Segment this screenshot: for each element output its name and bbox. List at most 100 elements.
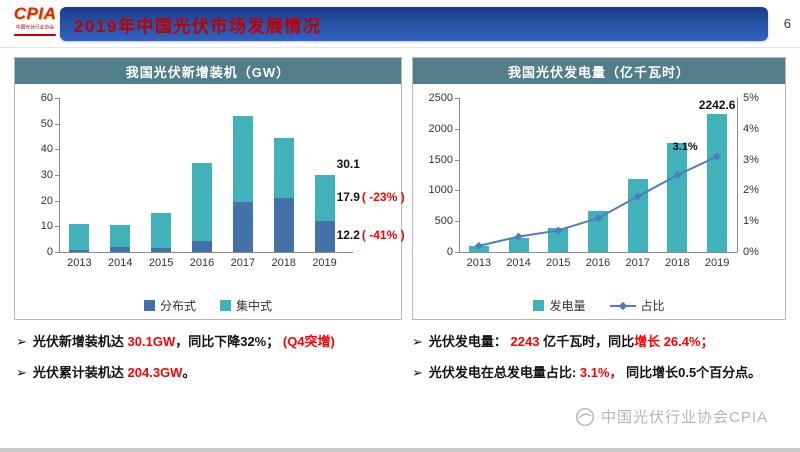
title-bar: 2019年中国光伏市场发展情况 <box>60 7 768 41</box>
distributed-annotation: 12.2( -41% ) <box>337 228 405 242</box>
bullet-cumulative: ➢ 光伏累计装机达 204.3GW。 <box>16 364 410 382</box>
generation-chart: 0 500 1000 1500 2000 2500 0% 1% 2% 3% 4% 5% 2013 2014… <box>413 84 785 289</box>
stacked-bar-segment <box>192 241 212 252</box>
left-tick-mark <box>455 252 459 253</box>
y-tick-label: 50 <box>40 117 53 130</box>
y-tick-mark <box>55 123 59 125</box>
bullet-text: 光伏累计装机达 <box>32 365 128 381</box>
right-chart-legend: 发电量 占比 <box>413 297 785 314</box>
generation-bar <box>548 227 569 252</box>
bullet-marker: ➢ <box>16 365 27 381</box>
left-tick-label: 1000 <box>428 184 453 197</box>
y-tick-mark <box>55 226 59 228</box>
left-tick-label: 0 <box>446 246 453 258</box>
generation-bar <box>627 179 648 252</box>
y-tick-mark <box>55 200 59 202</box>
x-tick-label: 2015 <box>148 257 174 269</box>
bullet-text: 。 <box>182 365 196 381</box>
legend-label: 占比 <box>640 299 665 313</box>
bullet-marker: ➢ <box>412 365 423 381</box>
right-axis-line <box>737 98 738 252</box>
stacked-bar-segment <box>69 249 90 252</box>
cpia-logo-underline <box>14 34 56 36</box>
annotation-value: 17.9 <box>336 189 360 204</box>
legend-item-distributed: 分布式 <box>143 297 196 314</box>
legend-label: 分布式 <box>159 299 196 313</box>
cpia-logo-subtitle: 中国光伏行业协会 <box>15 25 55 31</box>
y-tick-mark <box>55 252 59 253</box>
y-tick-label: 0 <box>46 246 53 258</box>
bullet-highlight: 2243 <box>510 334 544 349</box>
x-tick-label: 2015 <box>546 257 571 269</box>
bullet-share: ➢ 光伏发电在总发电量占比: 3.1%， 同比增长0.5个百分点。 <box>412 364 796 382</box>
bullet-highlight: 30.1GW <box>127 334 176 349</box>
bullet-highlight: 增长 26.4%； <box>634 334 714 349</box>
generation-bar <box>508 237 529 252</box>
stacked-bar-segment <box>192 163 212 242</box>
cpia-watermark-icon <box>575 407 594 426</box>
bullet-highlight: 204.3GW <box>127 365 183 381</box>
annotation-value: 12.2 <box>336 228 360 243</box>
y-axis-line <box>59 98 60 252</box>
legend-label: 发电量 <box>549 299 586 313</box>
y-tick-mark <box>55 149 59 151</box>
bullet-new-install: ➢ 光伏新增装机达 30.1GW，同比下降32%； (Q4突增) <box>16 333 410 351</box>
x-tick-label: 2017 <box>625 257 650 269</box>
right-bullet-list: ➢ 光伏发电量： 2243 亿千瓦时，同比增长 26.4%； ➢ 光伏发电在总发电量… <box>412 333 796 395</box>
legend-item-share: 占比 <box>609 297 665 314</box>
x-tick-label: 2018 <box>271 257 296 269</box>
bar-value-label: 2242.6 <box>698 97 736 112</box>
left-tick-label: 1500 <box>428 153 453 166</box>
line-value-label: 3.1% <box>672 140 698 153</box>
y-tick-label: 30 <box>40 169 53 181</box>
left-tick-mark <box>455 221 459 223</box>
bullet-text: 同比增长0.5个百分点。 <box>622 365 762 381</box>
new-install-panel: 我国光伏新增装机（GW） 0 10 20 30 40 50 60 2013 2014 2015 20… <box>14 57 405 320</box>
bullet-highlight: 3.1%， <box>579 365 623 381</box>
stacked-bar-segment <box>232 202 253 252</box>
stacked-bar-segment <box>151 213 172 249</box>
page-number: 6 <box>783 16 791 31</box>
stacked-bar-segment <box>110 246 131 252</box>
new-install-chart: 0 10 20 30 40 50 60 2013 2014 2015 2016 2017 2018 201… <box>15 84 405 289</box>
x-tick-label: 2018 <box>665 257 690 269</box>
x-axis-line <box>459 252 737 253</box>
bullet-text: 光伏新增装机达 <box>32 334 128 349</box>
generation-bar <box>707 113 728 252</box>
left-bullet-list: ➢ 光伏新增装机达 30.1GW，同比下降32%； (Q4突增) ➢ 光伏累计装机达… <box>16 333 410 395</box>
stacked-bar-segment <box>314 174 335 221</box>
left-tick-mark <box>455 98 459 99</box>
right-tick-label: 2% <box>743 184 759 197</box>
left-chart-title: 我国光伏新增装机（GW） <box>15 58 401 84</box>
x-tick-label: 2013 <box>466 257 492 269</box>
cpia-logo-text: CPIA <box>13 4 57 23</box>
centralized-annotation: 17.9( -23% ) <box>337 190 405 204</box>
right-tick-label: 3% <box>743 153 759 166</box>
bullet-marker: ➢ <box>16 334 27 349</box>
left-tick-label: 2500 <box>428 92 453 104</box>
left-chart-legend: 分布式 集中式 <box>15 297 401 314</box>
left-tick-mark <box>455 128 459 130</box>
cpia-logo: CPIA 中国光伏行业协会 <box>8 4 62 46</box>
stacked-bar-segment <box>110 224 131 247</box>
left-axis-line <box>459 98 460 252</box>
annotation-change: ( -41% ) <box>361 228 405 243</box>
left-tick-mark <box>455 190 459 192</box>
generation-bar <box>468 246 489 252</box>
stacked-bar-segment <box>69 223 90 250</box>
y-tick-label: 40 <box>40 143 53 156</box>
right-tick-label: 5% <box>743 92 759 104</box>
stacked-bar-segment <box>232 115 253 203</box>
left-tick-label: 2000 <box>428 122 453 135</box>
stacked-bar-segment <box>273 198 294 252</box>
centralized-swatch <box>220 300 231 311</box>
bullet-text: 光伏发电在总发电量占比: <box>428 365 580 381</box>
y-tick-label: 60 <box>40 92 53 104</box>
stacked-bar-segment <box>314 220 335 252</box>
total-annotation: 30.1 <box>336 156 360 171</box>
right-tick-label: 1% <box>743 215 759 228</box>
distributed-swatch <box>143 300 155 311</box>
legend-item-centralized: 集中式 <box>220 297 272 314</box>
bullet-text: 光伏发电量： <box>428 334 511 349</box>
generation-bar <box>667 142 688 252</box>
